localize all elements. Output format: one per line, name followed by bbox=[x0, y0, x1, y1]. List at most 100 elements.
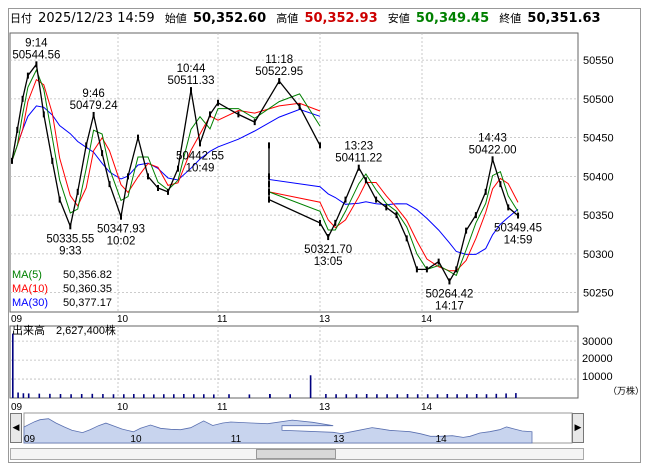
price-tick-label: 50500 bbox=[583, 94, 614, 106]
price-candle bbox=[35, 61, 38, 68]
time-tick-label: 14 bbox=[421, 314, 433, 325]
price-candle bbox=[137, 134, 139, 141]
price-tick-label: 50300 bbox=[583, 249, 614, 261]
price-candle bbox=[268, 196, 270, 203]
legend-ma10-name: MA(10) bbox=[12, 283, 48, 295]
volume-bar bbox=[12, 333, 14, 398]
price-candle bbox=[69, 223, 72, 230]
annotation-line1: 9:46 bbox=[82, 88, 104, 100]
price-candle bbox=[268, 181, 270, 188]
price-candle bbox=[319, 142, 321, 149]
annotation-line1: 50349.45 bbox=[494, 223, 542, 235]
volume-bar bbox=[143, 394, 145, 398]
price-candle bbox=[395, 212, 398, 219]
annotation-line1: 14:43 bbox=[478, 132, 507, 144]
price-candle bbox=[42, 111, 45, 118]
datetime-value: 2025/12/23 14:59 bbox=[38, 11, 155, 26]
series-lines bbox=[11, 61, 520, 285]
price-candle bbox=[21, 95, 24, 102]
volume-bar bbox=[505, 393, 507, 398]
volume-bar bbox=[22, 393, 25, 398]
annotation-line2: 10:49 bbox=[186, 162, 215, 174]
overview-strip: 09 10 11 13 14 bbox=[23, 412, 573, 445]
price-candle bbox=[344, 196, 347, 203]
price-candle bbox=[364, 177, 367, 184]
volume-unit: （万株） bbox=[608, 385, 644, 396]
price-candle bbox=[11, 157, 13, 164]
volume-bar bbox=[213, 394, 215, 398]
price-candle bbox=[157, 185, 159, 191]
price-tick-label: 50550 bbox=[583, 55, 614, 67]
annotation-line2: 14:17 bbox=[435, 300, 464, 312]
annotation-line2: 50411.22 bbox=[335, 153, 382, 165]
price-candle bbox=[385, 204, 388, 211]
volume-bar bbox=[133, 394, 135, 398]
time-tick-label: 10 bbox=[117, 402, 129, 413]
price-candle bbox=[85, 142, 88, 149]
price-candle bbox=[517, 212, 520, 219]
volume-bar bbox=[163, 394, 165, 398]
time-tick-label: 10 bbox=[117, 314, 129, 325]
scroll-right-button[interactable]: ▶ bbox=[572, 413, 584, 443]
volume-bar bbox=[59, 394, 62, 398]
low-value: 50,349.45 bbox=[415, 11, 490, 26]
legend-ma10-value: 50,360.35 bbox=[63, 283, 112, 295]
volume-bar bbox=[495, 393, 498, 398]
price-candle bbox=[253, 119, 256, 126]
legend-ma30-name: MA(30) bbox=[12, 297, 48, 309]
date-label: 日付 bbox=[10, 12, 32, 25]
price-candle bbox=[319, 219, 321, 226]
annotation-line1: 50335.55 bbox=[46, 233, 94, 245]
price-candle bbox=[278, 78, 281, 85]
open-value: 50,352.60 bbox=[192, 11, 267, 26]
time-tick-label: 14 bbox=[421, 402, 433, 413]
volume-tick-30000: 30000 bbox=[582, 336, 613, 348]
price-candle bbox=[437, 258, 440, 265]
volume-bar bbox=[203, 394, 205, 398]
volume-bar bbox=[436, 394, 439, 398]
volume-bar bbox=[80, 394, 83, 398]
volume-bar bbox=[475, 394, 478, 398]
horizontal-scrollbar[interactable] bbox=[10, 448, 584, 460]
volume-bar bbox=[466, 394, 468, 398]
price-candle bbox=[268, 142, 270, 149]
price-candle bbox=[474, 212, 477, 219]
chart-window bbox=[8, 8, 641, 463]
price-candle bbox=[334, 219, 337, 226]
price-candle bbox=[268, 188, 270, 195]
price-candle bbox=[484, 188, 487, 195]
volume-bar bbox=[91, 393, 94, 398]
legend-ma30-value: 50,377.17 bbox=[63, 297, 112, 309]
scrollbar-thumb[interactable] bbox=[256, 449, 336, 459]
price-candle bbox=[58, 196, 61, 203]
price-annotation: 50335.559:33 bbox=[46, 233, 94, 257]
price-candle bbox=[298, 103, 301, 110]
price-candle bbox=[507, 204, 510, 211]
time-tick-label: 13 bbox=[319, 402, 331, 413]
price-candle bbox=[268, 173, 270, 180]
volume-bar bbox=[289, 394, 291, 398]
price-candle bbox=[209, 111, 211, 118]
close-label: 終値 bbox=[499, 12, 522, 25]
volume-bar bbox=[396, 394, 399, 398]
volume-bar bbox=[446, 394, 449, 398]
high-value: 50,352.93 bbox=[304, 11, 378, 26]
ma10-line bbox=[11, 78, 321, 207]
annotation-line2: 50479.24 bbox=[70, 100, 119, 112]
volume-bar bbox=[365, 394, 368, 398]
legend-ma5-name: MA(5) bbox=[12, 269, 42, 281]
volume-bar bbox=[406, 394, 409, 398]
scroll-left-button[interactable]: ◀ bbox=[10, 413, 22, 443]
price-panel bbox=[9, 32, 579, 313]
volume-bar bbox=[269, 394, 271, 398]
volume-bar bbox=[70, 394, 72, 398]
volume-bar bbox=[38, 393, 41, 398]
price-candle bbox=[16, 126, 19, 133]
volume-bar bbox=[325, 394, 327, 398]
